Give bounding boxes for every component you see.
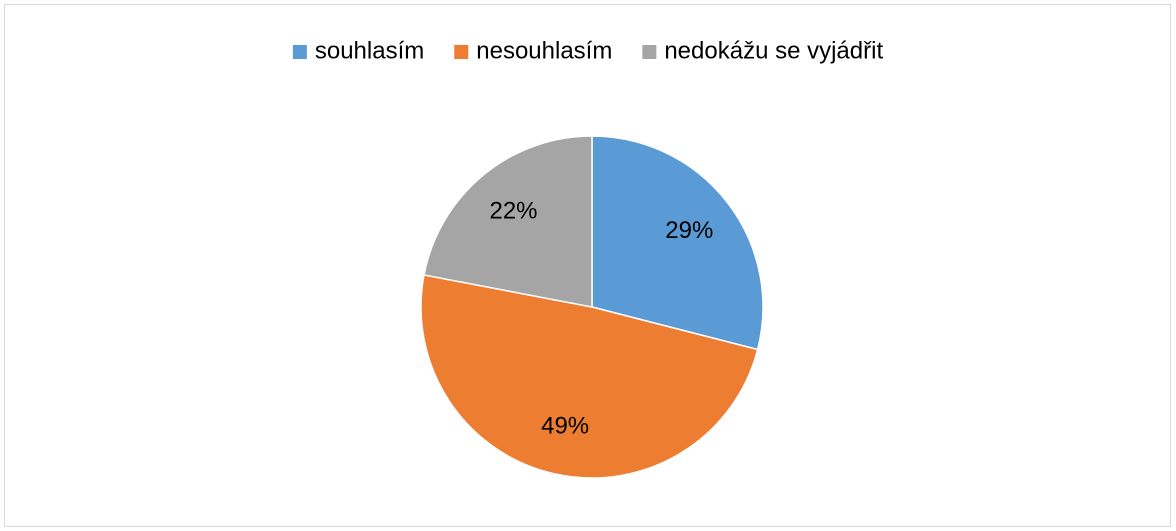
pie-slice	[420, 274, 759, 479]
legend-swatch	[642, 45, 657, 59]
data-label: 22%	[489, 197, 537, 224]
legend-swatch	[292, 45, 307, 59]
pie-slice	[423, 135, 593, 308]
data-label: 49%	[541, 412, 589, 439]
legend-swatch	[454, 45, 469, 59]
legend-text: souhlasím	[315, 37, 424, 64]
data-label: 29%	[665, 217, 713, 244]
legend: souhlasím nesouhlasím nedokážu se vyjádřit	[292, 37, 883, 64]
legend-text: nedokážu se vyjádřit	[664, 37, 883, 64]
legend-text: nesouhlasím	[476, 37, 612, 64]
pie-slice	[591, 135, 764, 351]
